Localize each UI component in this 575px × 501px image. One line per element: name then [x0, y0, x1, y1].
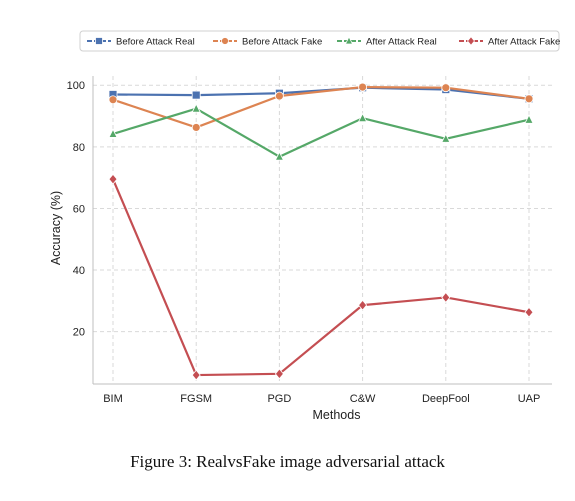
legend-marker	[221, 37, 229, 45]
legend-label: After Attack Real	[366, 37, 437, 48]
data-point	[524, 306, 534, 318]
axes	[92, 76, 552, 385]
y-tick-label: 40	[73, 265, 85, 277]
legend-label: After Attack Fake	[488, 37, 560, 48]
data-point	[108, 173, 118, 185]
x-tick-label: PGD	[267, 393, 291, 405]
data-point	[441, 83, 451, 93]
data-point	[191, 123, 201, 132]
tick-labels: BIM FGSM PGD C&W DeepFool UAP 20 40 60 80 100	[67, 80, 541, 405]
legend-label: Before Attack Fake	[242, 37, 322, 48]
y-axis-title: Accuracy (%)	[49, 191, 63, 265]
legend-frame	[79, 30, 560, 52]
data-point	[357, 112, 368, 123]
x-tick-label: FGSM	[180, 393, 212, 405]
legend-marker	[344, 36, 354, 45]
series-lines	[108, 82, 534, 381]
y-tick-label: 60	[73, 203, 85, 215]
data-point	[191, 103, 201, 113]
data-point	[441, 292, 451, 303]
legend-marker	[466, 36, 476, 46]
series-line-2	[112, 107, 530, 158]
data-point	[274, 368, 284, 380]
y-tick-label: 20	[73, 327, 85, 339]
data-point	[524, 114, 534, 124]
x-tick-label: BIM	[103, 393, 123, 405]
data-point	[441, 133, 451, 143]
legend-label: Before Attack Real	[116, 37, 195, 48]
data-point	[191, 369, 201, 381]
data-point	[274, 91, 284, 101]
legend-marker	[95, 37, 103, 45]
accuracy-line-chart: BIM FGSM PGD C&W DeepFool UAP 20 40 60 80 100 Meth…	[49, 30, 560, 422]
x-tick-label: C&W	[350, 393, 376, 405]
legend: Before Attack Real Before Attack Fake Afte…	[79, 30, 560, 52]
y-tick-label: 80	[73, 142, 85, 154]
x-axis-title: Methods	[313, 408, 361, 422]
data-point	[108, 128, 118, 138]
data-point	[358, 299, 368, 311]
x-tick-label: UAP	[518, 393, 541, 405]
data-point	[108, 95, 118, 105]
series-line-3	[111, 178, 530, 377]
data-point	[274, 151, 285, 161]
data-point	[524, 94, 534, 104]
data-point	[358, 82, 368, 92]
data-point	[191, 90, 201, 100]
series-line-1	[112, 85, 530, 129]
x-tick-label: DeepFool	[422, 393, 470, 405]
figure-caption: Figure 3: RealvsFake image adversarial a…	[130, 452, 445, 471]
y-tick-label: 100	[67, 80, 85, 92]
